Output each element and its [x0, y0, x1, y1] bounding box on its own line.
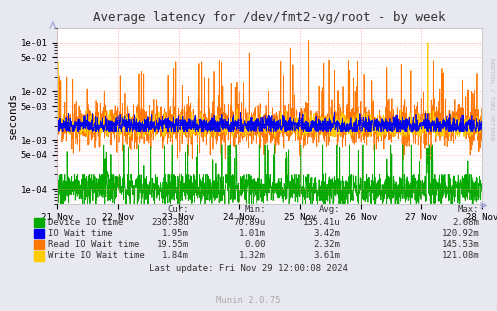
Text: 1.01m: 1.01m — [239, 229, 266, 238]
Text: 135.41u: 135.41u — [303, 218, 340, 226]
Text: RRDTOOL / TOBI OETIKER: RRDTOOL / TOBI OETIKER — [490, 58, 495, 141]
Text: Read IO Wait time: Read IO Wait time — [48, 240, 139, 249]
Text: 230.38u: 230.38u — [151, 218, 189, 226]
Text: 1.84m: 1.84m — [162, 251, 189, 260]
Text: 120.92m: 120.92m — [442, 229, 480, 238]
Text: 3.61m: 3.61m — [314, 251, 340, 260]
Title: Average latency for /dev/fmt2-vg/root - by week: Average latency for /dev/fmt2-vg/root - … — [93, 11, 446, 24]
Text: Min:: Min: — [245, 205, 266, 214]
Text: 0.00: 0.00 — [245, 240, 266, 249]
Text: IO Wait time: IO Wait time — [48, 229, 112, 238]
Y-axis label: seconds: seconds — [8, 92, 18, 139]
Text: 2.32m: 2.32m — [314, 240, 340, 249]
Text: 19.55m: 19.55m — [157, 240, 189, 249]
Text: 70.89u: 70.89u — [234, 218, 266, 226]
Text: 1.32m: 1.32m — [239, 251, 266, 260]
Text: Munin 2.0.75: Munin 2.0.75 — [216, 296, 281, 305]
Text: Device IO time: Device IO time — [48, 218, 123, 226]
Text: 121.08m: 121.08m — [442, 251, 480, 260]
Text: Write IO Wait time: Write IO Wait time — [48, 251, 145, 260]
Text: 2.68m: 2.68m — [453, 218, 480, 226]
Text: Avg:: Avg: — [319, 205, 340, 214]
Text: Cur:: Cur: — [167, 205, 189, 214]
Text: 145.53m: 145.53m — [442, 240, 480, 249]
Text: Max:: Max: — [458, 205, 480, 214]
Text: 1.95m: 1.95m — [162, 229, 189, 238]
Text: Last update: Fri Nov 29 12:00:08 2024: Last update: Fri Nov 29 12:00:08 2024 — [149, 263, 348, 272]
Text: 3.42m: 3.42m — [314, 229, 340, 238]
